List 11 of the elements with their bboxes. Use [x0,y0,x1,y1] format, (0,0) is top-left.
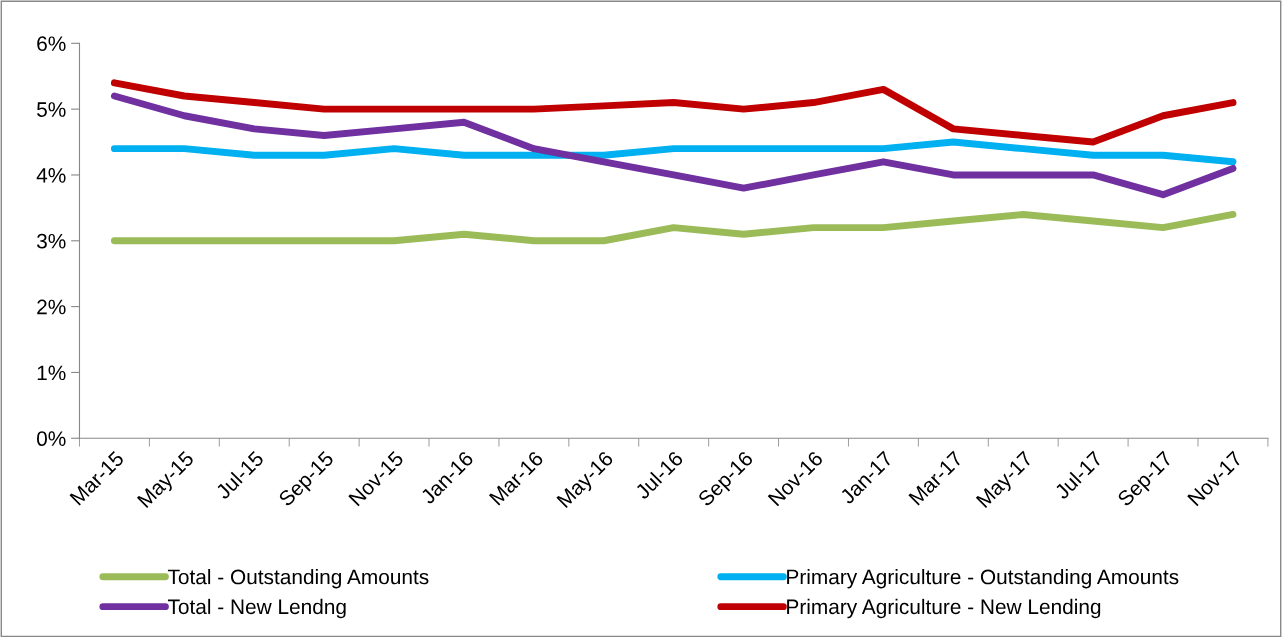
y-tick-label: 6% [37,36,66,52]
y-tick-label: 0% [36,431,66,447]
legend-label: Primary Agriculture - New Lending [787,598,1101,619]
legend-label: Total - Outstanding Amounts [167,568,429,589]
legend-label: Total - New Lendng [167,598,346,619]
y-tick-label: 4% [36,168,66,183]
y-tick-label: 2% [37,299,66,315]
legend-label: Primary Agriculture - Outstanding Amounts [787,568,1179,589]
y-tick-label: 3% [36,233,66,249]
y-tick-label: 1% [37,365,66,381]
y-tick-label: 5% [37,102,66,117]
